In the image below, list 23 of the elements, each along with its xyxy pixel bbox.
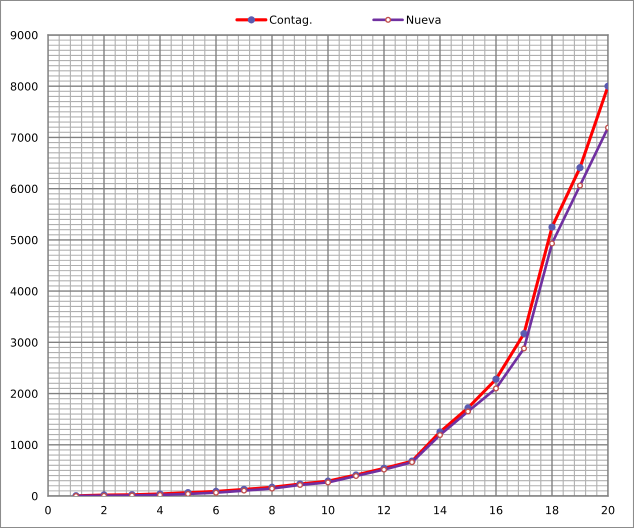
x-tick-label: 8 — [269, 506, 275, 514]
y-tick-label: 7000 — [10, 133, 38, 142]
y-tick-label: 8000 — [10, 82, 38, 91]
x-tick-label: 10 — [322, 506, 334, 514]
y-tick-label: 9000 — [10, 30, 38, 40]
x-tick-label: 12 — [378, 506, 390, 514]
x-tick-label: 6 — [213, 506, 219, 514]
legend-label: Contag. — [270, 15, 312, 26]
legend-label: Nueva — [406, 16, 440, 24]
y-tick-label: 5000 — [10, 236, 38, 244]
x-tick-label: 14 — [434, 506, 446, 514]
x-tick-label: 0 — [45, 506, 51, 514]
x-tick-label: 18 — [546, 506, 558, 514]
y-tick-label: 3000 — [10, 338, 38, 347]
y-tick-label: 0 — [32, 492, 38, 500]
x-tick-label: 20 — [602, 506, 614, 514]
y-tick-label: 2000 — [10, 390, 38, 398]
y-tick-label: 6000 — [10, 184, 38, 194]
x-tick-label: 2 — [101, 506, 106, 514]
y-tick-label: 4000 — [10, 287, 38, 296]
x-tick-label: 16 — [490, 506, 502, 514]
y-tick-label: 1000 — [11, 440, 38, 450]
x-tick-label: 4 — [157, 506, 163, 514]
